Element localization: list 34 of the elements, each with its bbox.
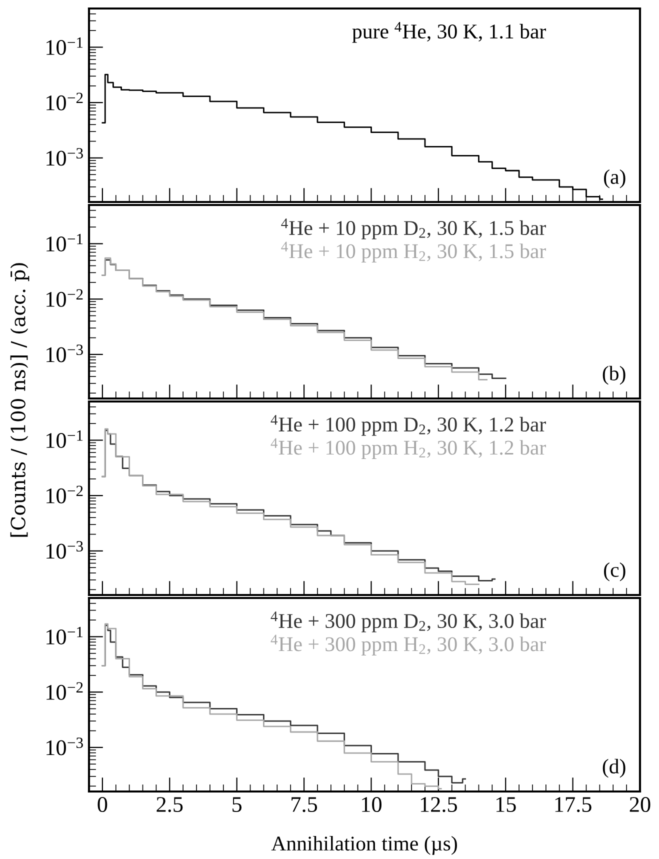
y-tick-label: 10$^{−1}$ — [46, 430, 83, 448]
x-tick-label: 15 — [496, 797, 516, 812]
y-tick-label: 10$^{−2}$ — [46, 682, 83, 700]
x-tick-label: 2.5 — [156, 797, 183, 812]
annotation: (a) — [604, 169, 626, 188]
y-tick-label: 10$^{−3}$ — [46, 344, 83, 362]
x-tick-label: 5 — [232, 797, 242, 812]
text: $^{4}$He + 10 ppm H$_{2}$, 30 K, 1.5 bar — [281, 242, 546, 262]
x-tick-label: 0 — [98, 797, 108, 812]
x-tick-label: 7.5 — [292, 797, 318, 812]
x-tick-label: 17.5 — [555, 797, 592, 812]
text: pure $^{4}$He, 30 K, 1.1 bar — [352, 22, 546, 43]
x-tick-label: 10 — [362, 797, 382, 812]
y-tick-label: 10$^{−2}$ — [46, 486, 83, 504]
text: $^{4}$He + 300 ppm H$_{2}$, 30 K, 3.0 bar — [270, 634, 546, 656]
text: $^{4}$He + 10 ppm D$_{2}$, 30 K, 1.5 bar — [281, 218, 546, 240]
y-tick-label: 10$^{−3}$ — [46, 541, 83, 559]
x-tick-label: 20 — [630, 797, 650, 812]
y-tick-label: 10$^{−2}$ — [46, 92, 83, 110]
y-tick-label: 10$^{−2}$ — [46, 289, 83, 307]
annotation: (d) — [602, 758, 626, 778]
y-tick-label: 10$^{−1}$ — [46, 37, 83, 55]
y-axis-title: [Counts / (100 ns)] / (acc. p̄) — [10, 263, 30, 537]
y-tick-label: 10$^{−1}$ — [46, 626, 83, 644]
y-tick-label: 10$^{−3}$ — [46, 148, 83, 166]
annotation: (b) — [602, 366, 626, 385]
y-tick-label: 10$^{−3}$ — [46, 738, 83, 756]
x-tick-label: 12.5 — [420, 797, 457, 812]
annotation: (c) — [604, 562, 626, 582]
text: $^{4}$He + 100 ppm D$_{2}$, 30 K, 1.2 bar — [270, 415, 546, 436]
y-tick-label: 10$^{−1}$ — [46, 234, 83, 252]
text: $^{4}$He + 300 ppm D$_{2}$, 30 K, 3.0 bar — [270, 612, 546, 632]
x-axis-title: Annihilation time (µs) — [271, 836, 457, 855]
text: $^{4}$He + 100 ppm H$_{2}$, 30 K, 1.2 bar — [270, 438, 546, 459]
